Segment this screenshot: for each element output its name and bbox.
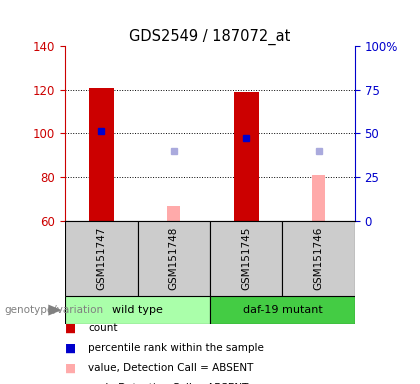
Text: count: count: [88, 323, 118, 333]
Text: rank, Detection Call = ABSENT: rank, Detection Call = ABSENT: [88, 383, 249, 384]
Text: ■: ■: [65, 382, 76, 384]
Text: GSM151745: GSM151745: [241, 227, 251, 290]
Bar: [210, 221, 282, 296]
Polygon shape: [48, 305, 62, 316]
Text: ■: ■: [65, 342, 76, 355]
Text: genotype/variation: genotype/variation: [4, 305, 103, 315]
Text: GSM151748: GSM151748: [169, 227, 179, 290]
Bar: [65, 221, 138, 296]
Bar: [282, 221, 355, 296]
Text: value, Detection Call = ABSENT: value, Detection Call = ABSENT: [88, 363, 254, 373]
Bar: [210, 296, 355, 324]
Text: wild type: wild type: [112, 305, 163, 315]
Bar: [234, 92, 259, 221]
Text: ■: ■: [65, 362, 76, 375]
Text: GSM151747: GSM151747: [96, 227, 106, 290]
Bar: [89, 88, 114, 221]
Bar: [312, 175, 325, 221]
Text: GSM151746: GSM151746: [314, 227, 324, 290]
Bar: [167, 205, 180, 221]
Bar: [65, 296, 210, 324]
Text: daf-19 mutant: daf-19 mutant: [243, 305, 322, 315]
Text: percentile rank within the sample: percentile rank within the sample: [88, 343, 264, 353]
Text: ■: ■: [65, 322, 76, 335]
Bar: [138, 221, 210, 296]
Title: GDS2549 / 187072_at: GDS2549 / 187072_at: [129, 28, 291, 45]
